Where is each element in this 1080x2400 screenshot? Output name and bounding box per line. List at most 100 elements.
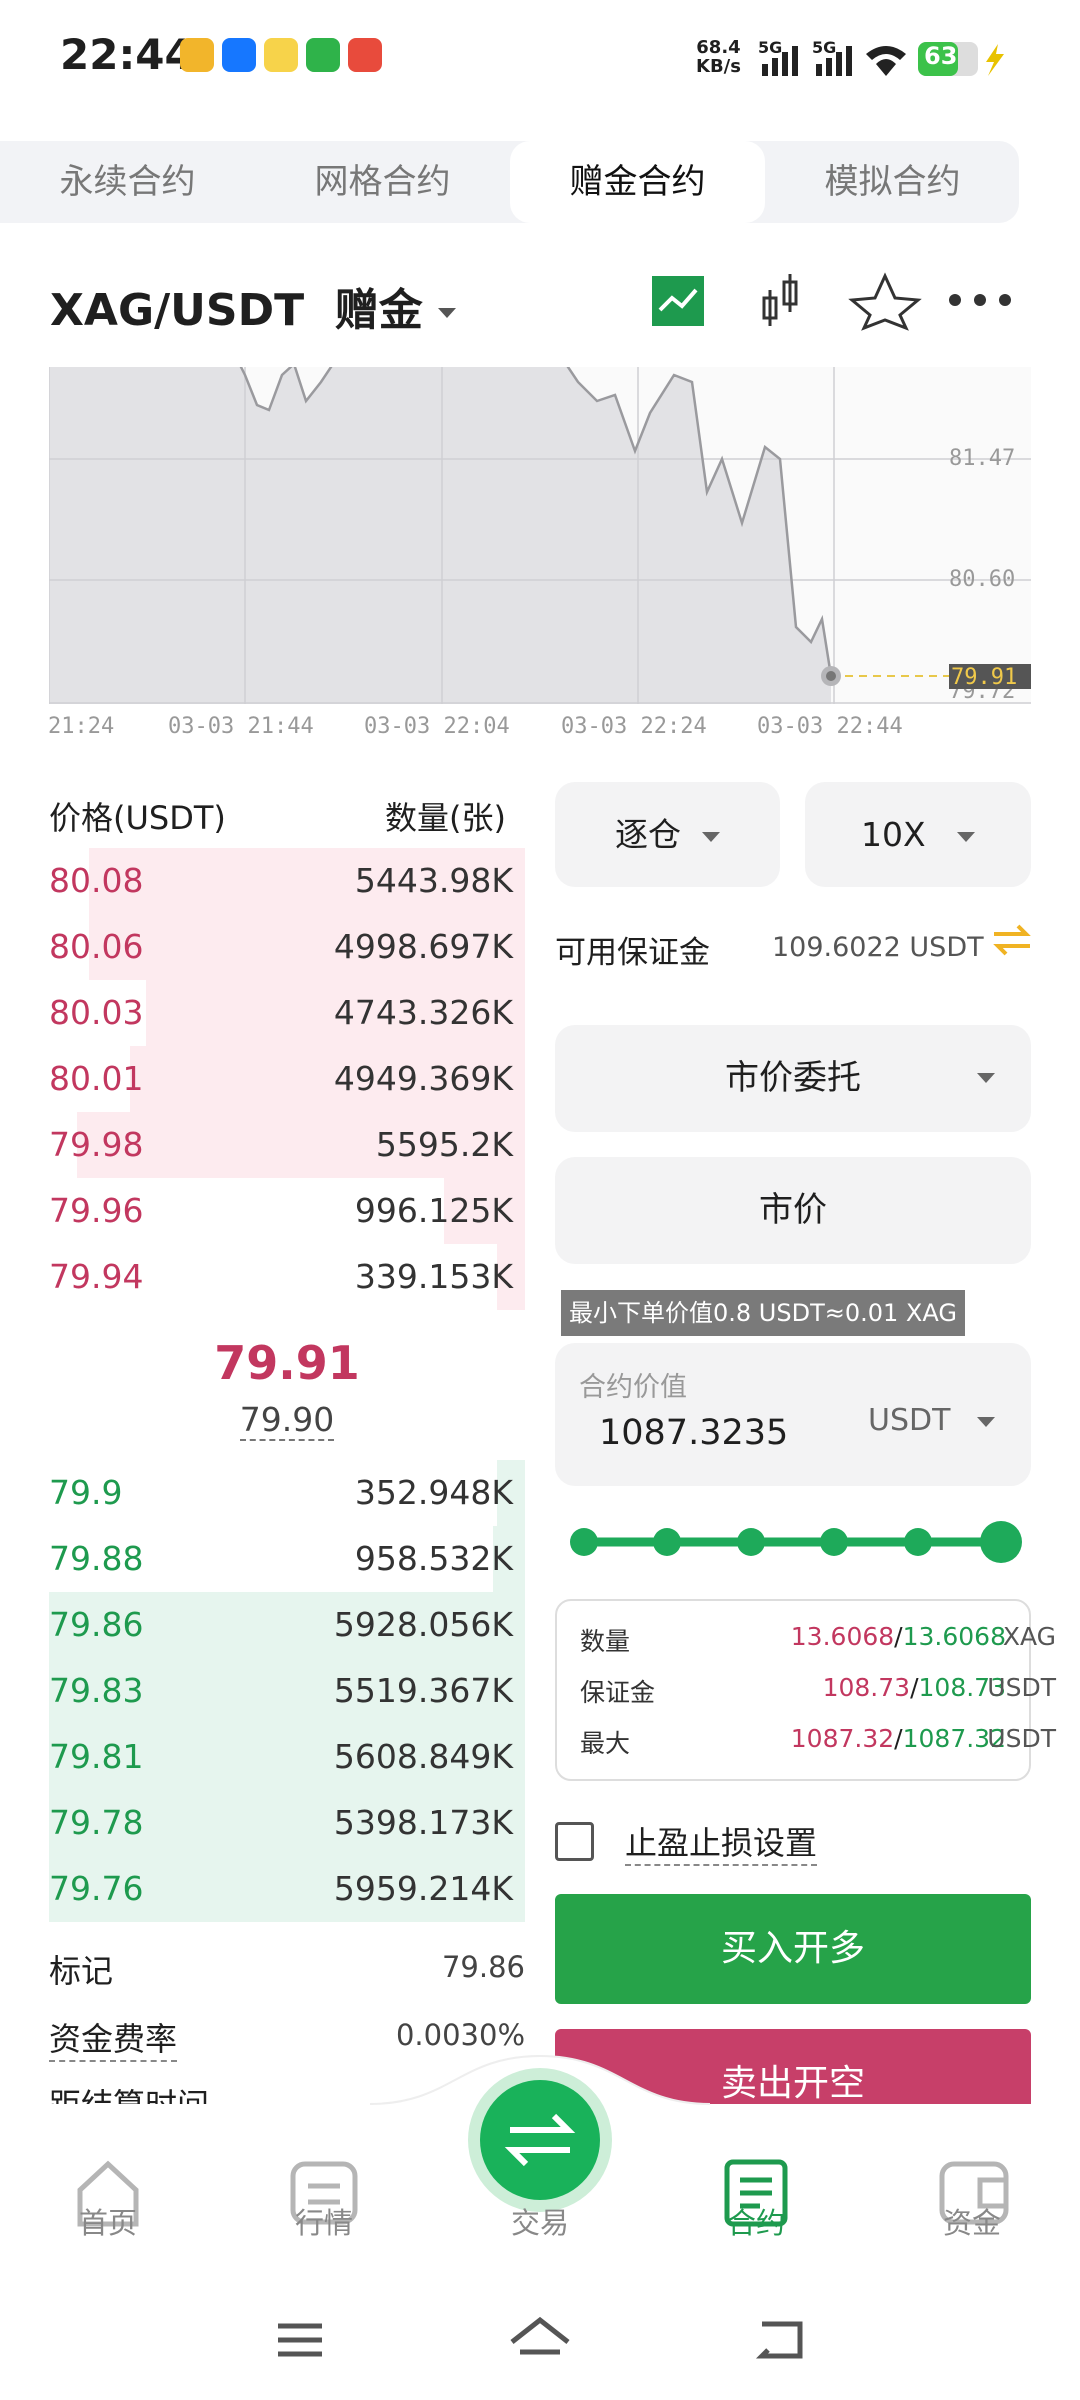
ob-header: 数量(张) [385,799,506,837]
ob-row: 79.94 339.153K [49,1244,525,1310]
value-unit: USDT [868,1403,951,1438]
ob-row: 79.86 5928.056K [49,1592,525,1658]
signal-icons [762,42,1004,76]
summary-unit: XAG [1002,1622,1056,1651]
ob-row: 79.9 352.948K [49,1460,525,1526]
ob-row: 79.96 996.125K [49,1178,525,1244]
x-label: 03-03 22:04 [364,714,510,739]
ob-row: 80.01 4949.369K [49,1046,525,1112]
nav-bg [0,2054,1080,2400]
margin-mode-text: 逐仓 [615,815,681,854]
battery: 63 [924,42,958,70]
ob-row: 79.78 5398.173K [49,1790,525,1856]
order-type-text: 市价委托 [725,1058,861,1098]
stat-value: 79.86 [441,1950,525,1984]
ob-price: 79.94 [49,1257,144,1296]
depth-bar [49,1790,525,1856]
y-label: 80.60 [949,567,1015,592]
value-field[interactable]: 合约价值 1087.3235 USDT [555,1343,1031,1486]
available-label: 可用保证金 [555,935,710,971]
slider[interactable] [560,1518,1030,1566]
ob-row: 80.03 4743.326K [49,980,525,1046]
ob-qty: 4949.369K [333,1059,513,1098]
tab-bar [0,141,1019,223]
ob-qty: 5959.214K [333,1869,513,1908]
pair[interactable]: XAG/USDT 赠金 [50,274,457,338]
ob-header: 价格(USDT) [49,799,226,837]
ob-qty: 996.125K [354,1191,513,1230]
ob-row: 79.88 958.532K [49,1526,525,1592]
tab[interactable]: 模拟合约 [824,162,961,202]
margin-mode[interactable]: 逐仓 [555,782,780,887]
signal-label: 5G [812,38,837,57]
summary-b: 108.73 [918,1673,1006,1702]
transfer-icon[interactable] [990,922,1034,958]
current-price: 79.91 [951,665,1017,690]
summary-label: 最大 [580,1729,631,1758]
pair-name: XAG/USDT [50,285,305,336]
nav-item[interactable]: 资金 [942,2206,1001,2240]
depth-bar [49,1592,525,1658]
ob-qty: 4743.326K [333,993,513,1032]
available-value: 109.6022 USDT [772,932,984,963]
nav-item[interactable]: 首页 [78,2206,137,2240]
price-field-text: 市价 [759,1190,827,1230]
leverage[interactable]: 10X [805,782,1031,887]
tp-sl-checkbox[interactable] [555,1822,594,1861]
summary-unit: USDT [987,1724,1056,1753]
ob-row: 79.83 5519.367K [49,1658,525,1724]
depth-bar [89,914,525,980]
ob-row: 79.76 5959.214K [49,1856,525,1922]
header-icons[interactable] [650,270,1050,332]
ob-qty: 4998.697K [333,927,513,966]
tab[interactable]: 赠金合约 [569,162,706,202]
depth-bar [493,1526,525,1592]
stat-value: 0.0030% [395,2018,525,2052]
separator: / [894,1622,903,1651]
ob-price: 79.88 [49,1539,144,1578]
ob-price: 80.08 [49,861,144,900]
depth-bar [497,1244,525,1310]
summary-box [555,1599,1031,1781]
depth-bar [89,848,525,914]
depth-bar [49,1856,525,1922]
nav-item[interactable]: 交易 [510,2206,569,2240]
ob-price: 80.06 [49,927,144,966]
last-price: 79.91 [214,1336,360,1390]
ob-price: 79.86 [49,1605,144,1644]
tab[interactable]: 网格合约 [314,162,451,202]
tp-sl-label[interactable]: 止盈止损设置 [625,1818,818,1866]
stat-label: 标记 [49,1952,114,1990]
price-field[interactable]: 市价 [555,1157,1031,1264]
stat-label: 资金费率 [49,2014,178,2062]
x-label: 03-03 22:44 [757,714,903,739]
separator: / [910,1673,919,1702]
mark-price: 79.90 [239,1400,335,1441]
tab[interactable]: 永续合约 [59,162,196,202]
ob-qty: 5443.98K [354,861,513,900]
nav-item[interactable]: 行情 [294,2206,353,2240]
summary-label: 保证金 [580,1678,656,1707]
x-label: 03-03 21:44 [168,714,314,739]
signal-label: 5G [758,38,783,57]
buy-button[interactable]: 买入开多 [555,1894,1031,2004]
nav-item[interactable]: 合约 [726,2206,785,2240]
status-icons [180,38,382,76]
ob-qty: 5595.2K [375,1125,513,1164]
ob-qty: 5519.367K [333,1671,513,1710]
separator: / [894,1724,903,1753]
order-type[interactable]: 市价委托 [555,1025,1031,1132]
ob-price: 79.83 [49,1671,144,1710]
ob-price: 80.01 [49,1059,144,1098]
summary-a: 108.73 [822,1673,911,1702]
tab-active-bg [510,141,765,223]
depth-bar [49,1658,525,1724]
summary-b: 1087.32 [902,1724,1006,1753]
summary-value: 108.73/108.73 [823,1673,1006,1702]
ob-price: 79.98 [49,1125,144,1164]
x-label: 21:24 [48,714,115,739]
ob-price: 79.96 [49,1191,144,1230]
leverage-text: 10X [860,815,926,854]
ob-qty: 5608.849K [333,1737,513,1776]
